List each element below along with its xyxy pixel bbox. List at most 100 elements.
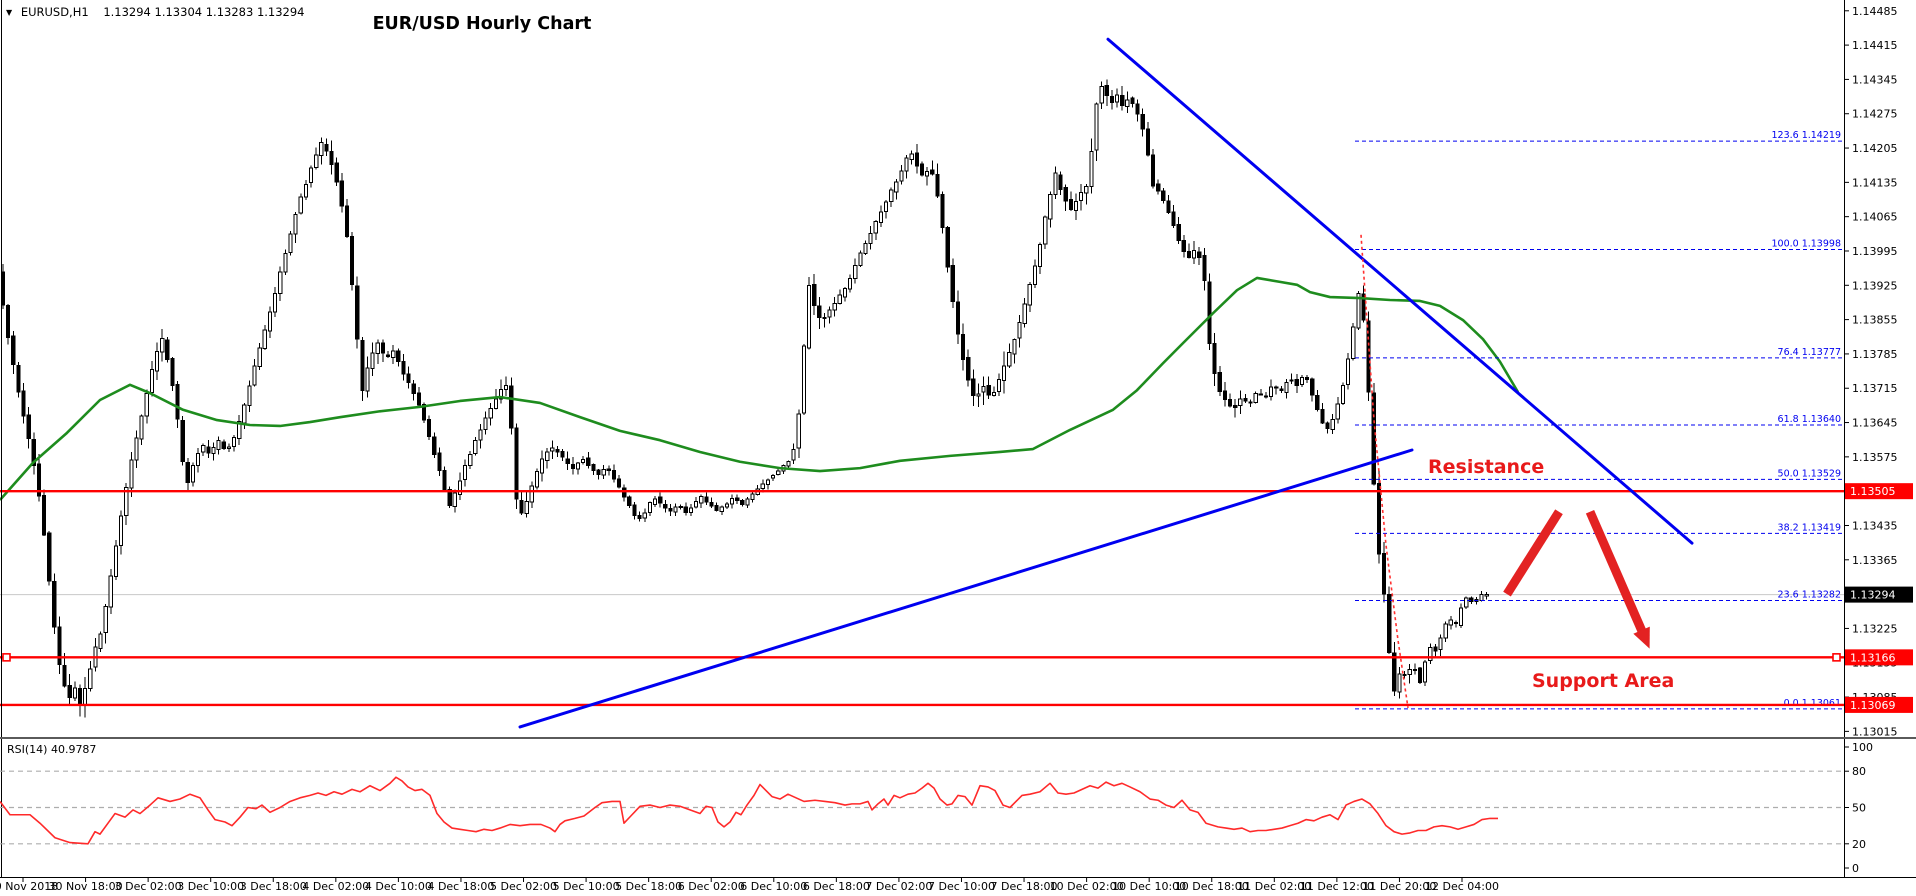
candle-bearish: [339, 180, 344, 207]
candle-bullish: [1073, 200, 1079, 212]
candle-bullish: [1479, 594, 1484, 601]
candle-bullish: [262, 329, 267, 349]
candle-bearish: [616, 478, 622, 488]
candle-bullish: [524, 500, 529, 515]
candle-bearish: [432, 436, 437, 455]
price-tick-label: 1.13995: [1852, 245, 1898, 258]
candle-bearish: [663, 504, 668, 509]
candle-bearish: [406, 373, 411, 384]
candle-bearish: [1361, 293, 1366, 321]
arrow-bounce-up[interactable]: [1503, 509, 1563, 597]
candle-bullish: [1268, 386, 1274, 397]
line-handle[interactable]: [2, 653, 11, 662]
line-handle[interactable]: [1832, 653, 1841, 662]
candle-bearish: [986, 385, 991, 396]
candle-bullish: [806, 284, 812, 349]
candle-bullish: [878, 211, 884, 224]
fib-level-label: 38.2 1.13419: [1778, 522, 1841, 533]
candle-bullish: [529, 485, 534, 503]
candle-bearish: [950, 265, 955, 302]
candle-bullish: [216, 439, 221, 451]
price-tick-label: 1.13715: [1852, 382, 1898, 395]
arrow-drop-down[interactable]: [1585, 509, 1649, 638]
candle-bullish: [827, 309, 832, 318]
candle-bullish: [273, 293, 278, 313]
candle-bullish: [483, 417, 488, 430]
candle-bullish: [308, 167, 314, 184]
candle-bearish: [935, 173, 940, 197]
time-tick-label: 6 Dec 10:00: [740, 880, 807, 893]
candle-bearish: [36, 463, 42, 497]
fib-level-label: 0.0 1.13061: [1784, 698, 1841, 709]
candle-bearish: [1197, 251, 1202, 258]
candle-bearish: [334, 162, 339, 183]
candle-bearish: [1130, 97, 1135, 104]
candle-bearish: [11, 335, 16, 365]
rsi-tick-label: 0: [1852, 862, 1859, 875]
candle-bullish: [293, 214, 298, 235]
candle-bearish: [1058, 174, 1063, 191]
candle-bearish: [519, 500, 524, 514]
candle-bearish: [1392, 652, 1397, 692]
time-tick-label: 11 Dec 12:00: [1300, 880, 1374, 893]
candle-bearish: [1176, 224, 1181, 242]
candle-bullish: [365, 367, 370, 392]
candle-bullish: [699, 496, 704, 504]
candle-bearish: [221, 441, 226, 449]
price-tick-label: 1.13015: [1852, 725, 1898, 738]
candle-bullish: [1084, 185, 1089, 194]
candle-bullish: [108, 575, 113, 608]
time-tick-label: 3 Dec 18:00: [240, 880, 307, 893]
candle-bearish: [632, 504, 637, 517]
candle-bullish: [786, 461, 791, 467]
candle-bearish: [442, 470, 447, 491]
time-tick-label: 4 Dec 10:00: [365, 880, 432, 893]
fib-level-label: 50.0 1.13529: [1778, 468, 1841, 479]
candle-bearish: [1150, 154, 1156, 187]
arrow-head[interactable]: [1633, 626, 1650, 649]
candle-bullish: [581, 458, 586, 463]
candle-bullish: [796, 413, 801, 449]
candle-bullish: [1346, 358, 1351, 386]
trendline-ascending[interactable]: [518, 448, 1414, 729]
candle-bearish: [570, 463, 575, 470]
candle-bullish: [231, 436, 237, 448]
candle-bullish: [1423, 661, 1428, 683]
candle-bearish: [1227, 399, 1233, 407]
candle-bearish: [416, 392, 421, 406]
rsi-tick-label: 80: [1852, 765, 1866, 778]
fib-level-label: 23.6 1.13282: [1778, 589, 1841, 600]
candle-bullish: [673, 506, 678, 513]
candle-bullish: [575, 462, 581, 470]
candle-bearish: [960, 333, 966, 361]
candle-bearish: [385, 354, 391, 358]
candle-bearish: [52, 580, 57, 628]
candle-bearish: [427, 418, 432, 437]
trendline-descending[interactable]: [1106, 37, 1694, 545]
candle-bearish: [914, 152, 919, 167]
candle-bearish: [1166, 200, 1171, 213]
time-tick-label: 6 Dec 02:00: [678, 880, 745, 893]
support-area-annotation[interactable]: Support Area: [1532, 670, 1675, 692]
candle-bearish: [637, 514, 642, 519]
candle-bullish: [319, 141, 324, 157]
candle-bullish: [693, 501, 699, 508]
candle-bullish: [370, 352, 375, 369]
candle-bearish: [565, 458, 570, 464]
candle-bullish: [724, 503, 729, 508]
candle-bullish: [1335, 403, 1340, 420]
chevron-down-icon[interactable]: ▼: [6, 8, 13, 17]
candle-bearish: [1171, 211, 1176, 226]
candle-bullish: [504, 385, 509, 391]
candle-bullish: [211, 447, 216, 454]
price-badge-label: 1.13166: [1850, 651, 1896, 664]
candle-bullish: [545, 451, 550, 462]
candle-bearish: [591, 464, 596, 471]
candle-bearish: [26, 414, 31, 439]
projection-dotted-line[interactable]: [1360, 234, 1409, 708]
resistance-annotation[interactable]: Resistance: [1428, 456, 1545, 478]
price-tick-label: 1.13785: [1852, 348, 1898, 361]
candle-bullish: [1007, 351, 1012, 367]
candle-bullish: [473, 439, 478, 455]
candle-bearish: [350, 235, 355, 285]
